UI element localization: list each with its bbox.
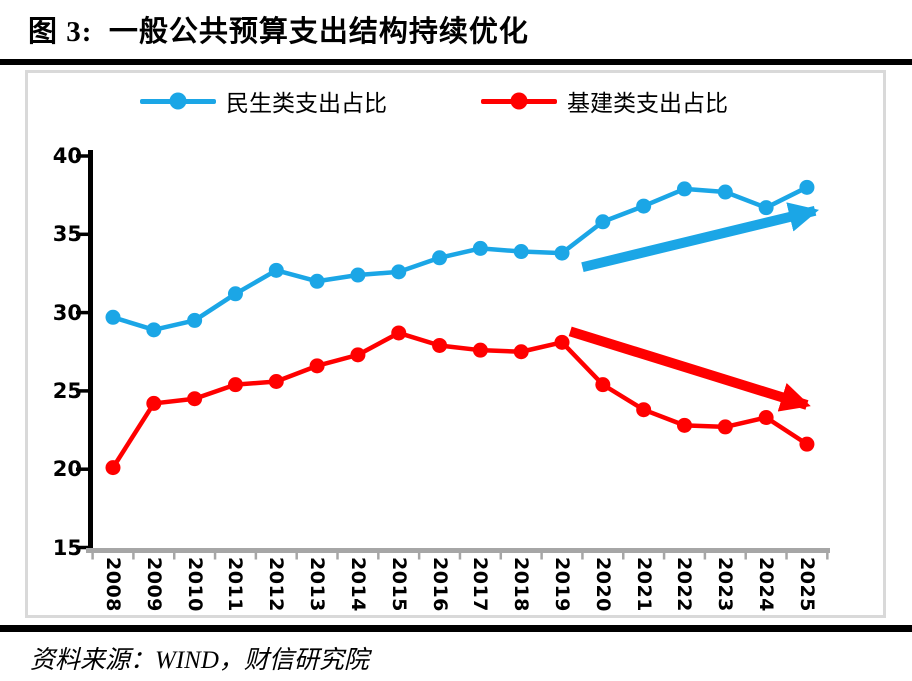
y-axis-tick-label: 20 [52, 457, 82, 482]
y-axis-tick-label: 30 [52, 300, 82, 325]
x-axis-tick-label: 2023 [714, 557, 737, 612]
x-axis-tick-label: 2010 [183, 557, 206, 612]
source-note: 资料来源：WIND，财信研究院 [30, 647, 369, 674]
x-axis-tick-label: 2021 [632, 557, 655, 612]
x-axis-tick-label: 2016 [428, 557, 451, 612]
legend-label: 基建类支出占比 [567, 91, 728, 117]
y-axis-tick-label: 35 [52, 222, 82, 247]
x-axis-tick-label: 2020 [591, 557, 614, 612]
y-axis-tick-label: 40 [52, 144, 82, 168]
figure-title: 图 3: 一般公共预算支出结构持续优化 [28, 16, 529, 48]
legend-item-livelihood-spending: 民生类支出占比 [140, 89, 387, 117]
legend-item-infrastructure-spending: 基建类支出占比 [481, 89, 728, 117]
x-axis-tick-label: 2018 [510, 557, 533, 612]
y-axis-tick-label: 15 [52, 535, 82, 560]
blue-dot-icon [169, 92, 187, 110]
x-axis-tick-label: 2019 [551, 557, 574, 612]
x-axis-tick-label: 2009 [142, 557, 165, 612]
x-axis-tick-label: 2017 [469, 557, 492, 612]
x-axis-tick-label: 2024 [755, 557, 778, 612]
blue-line-marker-icon [140, 92, 216, 110]
x-axis-tick-label: 2022 [673, 557, 696, 612]
title-underline-rule [0, 59, 912, 65]
x-axis-tick-label: 2015 [387, 557, 410, 612]
bottom-rule [0, 625, 912, 632]
legend-label: 民生类支出占比 [226, 91, 387, 117]
y-axis-tick-label: 25 [52, 378, 82, 403]
red-dot-icon [510, 92, 528, 110]
x-axis-tick-label: 2011 [224, 557, 247, 612]
red-line-marker-icon [481, 92, 557, 110]
x-axis-tick-label: 2012 [265, 557, 288, 612]
chart-plot-area-border [25, 70, 886, 618]
x-axis-tick-label: 2013 [306, 557, 329, 612]
x-axis-tick-label: 2025 [795, 557, 818, 612]
x-axis-tick-label: 2008 [102, 557, 124, 612]
x-axis-tick-label: 2014 [346, 557, 369, 612]
